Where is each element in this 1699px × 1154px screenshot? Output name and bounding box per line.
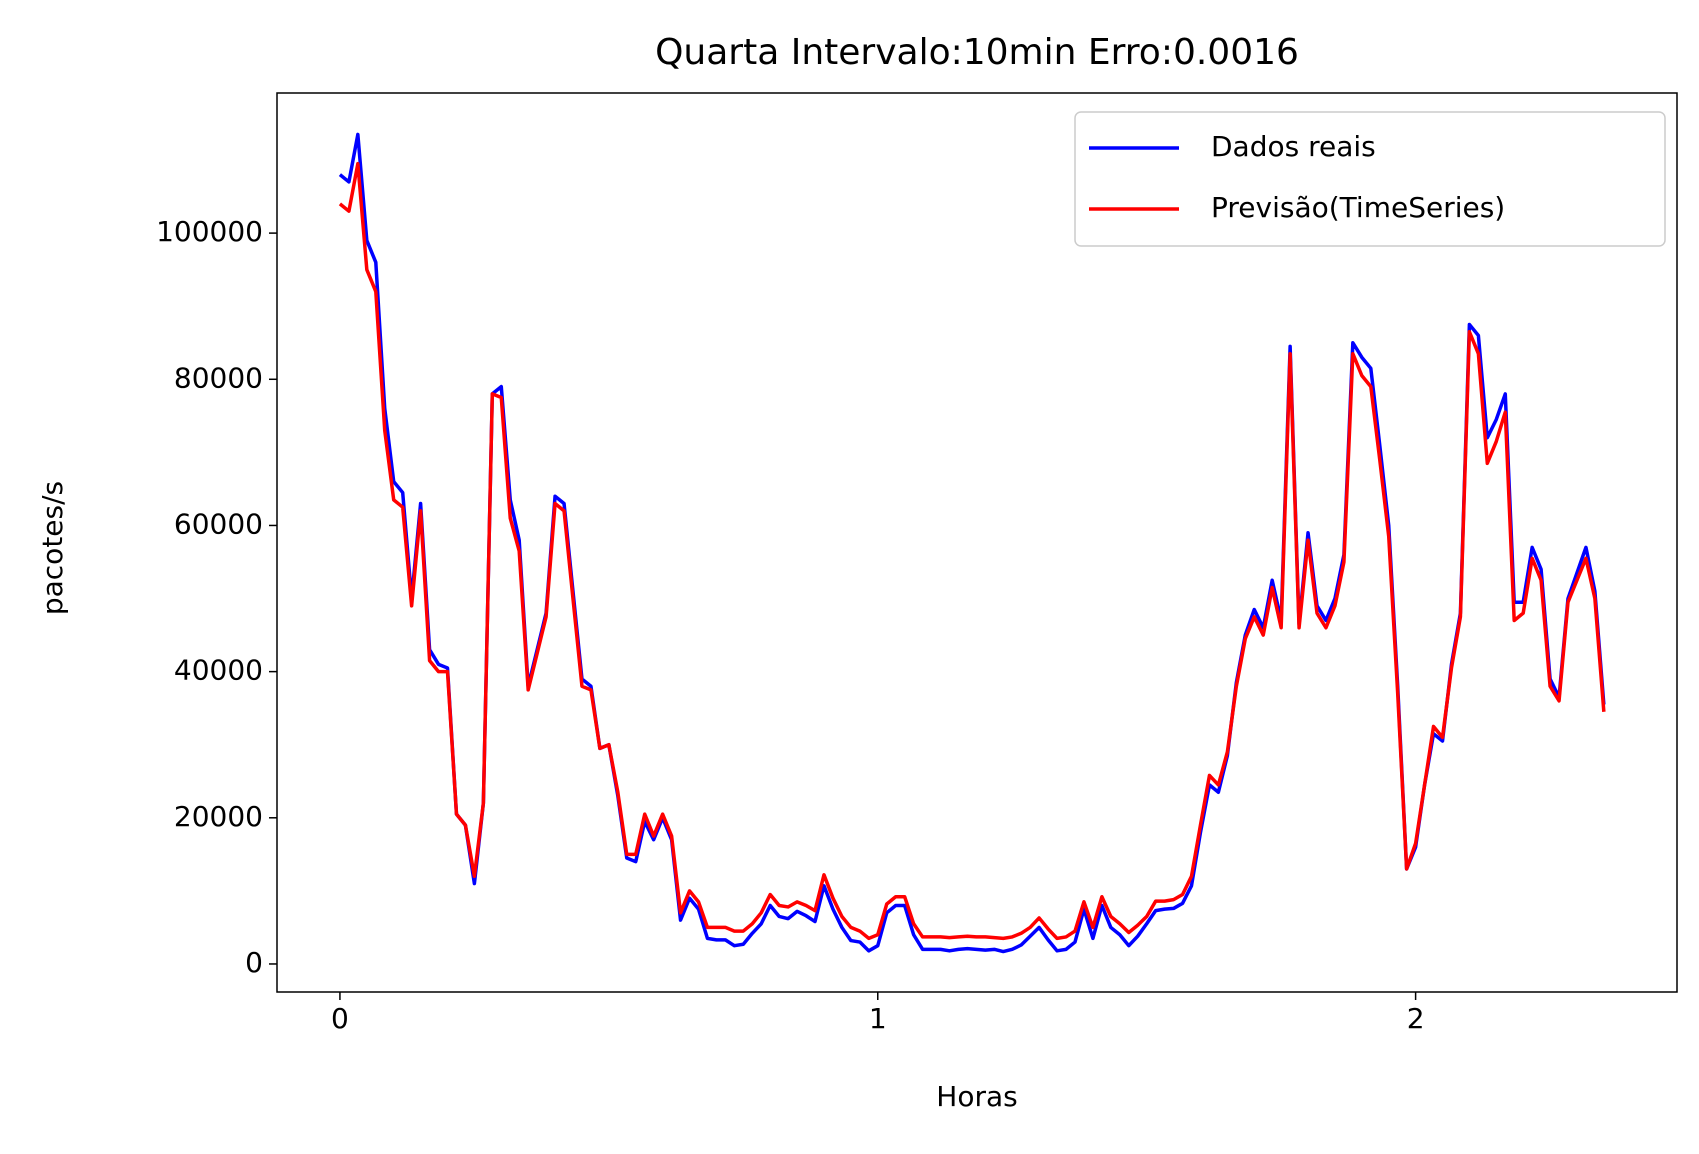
x-tick-label: 2 — [1407, 1002, 1425, 1035]
y-tick-label: 40000 — [174, 654, 263, 687]
x-tick-label: 1 — [869, 1002, 887, 1035]
y-tick-label: 20000 — [174, 800, 263, 833]
series-line — [338, 132, 1606, 954]
y-axis-label: pacotes/s — [36, 481, 69, 615]
chart-title: Quarta Intervalo:10min Erro:0.0016 — [655, 32, 1299, 73]
x-tick-label: 0 — [331, 1002, 349, 1035]
y-tick-label: 60000 — [174, 507, 263, 540]
y-tick-label: 0 — [245, 946, 263, 979]
legend-box — [1074, 111, 1666, 247]
legend-label: Previsão(TimeSeries) — [1211, 191, 1505, 224]
series-line — [338, 161, 1606, 941]
legend-label: Dados reais — [1211, 130, 1376, 163]
plot-frame — [276, 92, 1678, 993]
y-tick-label: 100000 — [156, 215, 263, 248]
x-axis-label: Horas — [936, 1080, 1017, 1113]
y-tick-label: 80000 — [174, 361, 263, 394]
